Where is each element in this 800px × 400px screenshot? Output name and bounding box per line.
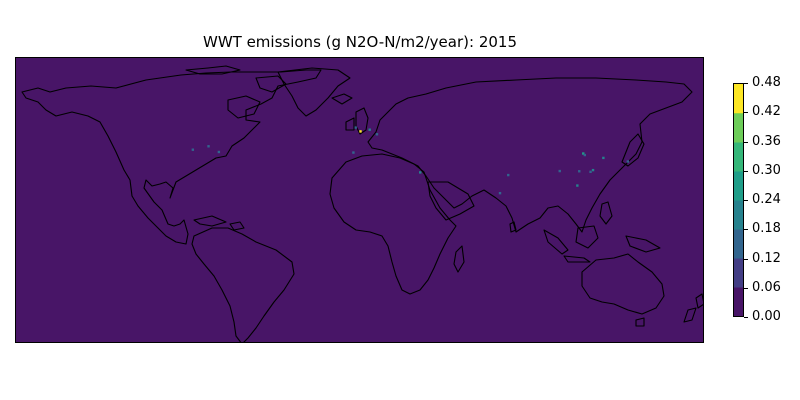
coastline-australia [581, 253, 665, 315]
coastline-philippines [599, 201, 613, 225]
colorbar-band [734, 142, 743, 172]
colorbar-tick-label: 0.48 [752, 75, 781, 90]
coastline-south-america [191, 227, 295, 342]
colorbar-tick-mark [744, 83, 748, 84]
emission-hotspot [582, 152, 585, 155]
coastline-hudson-bay [227, 95, 261, 119]
coastline-borneo [575, 225, 599, 249]
emission-hotspot [558, 169, 561, 173]
map-panel[interactable] [15, 57, 704, 343]
map-title: WWT emissions (g N2O-N/m2/year): 2015 [202, 33, 517, 51]
colorbar-tick-mark [744, 141, 748, 143]
emission-hotspot [352, 151, 355, 154]
coastline-great-britain [355, 107, 369, 135]
emission-hotspot [354, 126, 357, 129]
colorbar-band [734, 171, 743, 201]
colorbar-tick-label: 0.42 [752, 104, 781, 120]
coastline-madagascar [453, 245, 465, 273]
colorbar-tick-label: 0.30 [752, 162, 781, 178]
emission-hotspot [375, 133, 379, 136]
colorbar-band [734, 287, 743, 316]
emission-hotspot [626, 160, 630, 163]
coastline-cuba [193, 215, 227, 227]
coastline-eurasia [367, 77, 693, 233]
colorbar-tick-label: 0.12 [752, 250, 781, 266]
colorbar-tick-label: 0.00 [752, 309, 781, 324]
coastline-africa [329, 153, 457, 295]
coastline-java [563, 255, 591, 263]
colorbar-tick-mark [744, 200, 748, 201]
emission-hotspot [191, 148, 195, 151]
emission-hotspot [602, 156, 605, 160]
emission-hotspot [368, 128, 371, 131]
emission-hotspot [498, 191, 502, 195]
coastline-iceland [331, 93, 353, 105]
coastlines [21, 65, 703, 342]
colorbar-band [734, 200, 743, 230]
colorbar-tick-label: 0.06 [752, 279, 781, 295]
colorbar-band [734, 113, 743, 143]
colorbar [733, 83, 744, 317]
coastline-north-america [21, 69, 322, 245]
colorbar-tick-label: 0.36 [752, 133, 781, 149]
colorbar-tick-label: 0.18 [752, 221, 781, 237]
colorbar-ticks: 0.00 0.06 0.12 0.18 0.24 0.30 0.36 0.42 0.48 [744, 75, 800, 324]
coastline-japan [621, 133, 645, 167]
colorbar-tick-mark [744, 170, 748, 172]
coastline-new-zealand-north [695, 293, 703, 309]
colorbar-tick-mark [744, 229, 748, 231]
coastline-ireland [345, 117, 355, 131]
coastline-new-zealand-south [683, 307, 697, 323]
coastline-baffin [255, 75, 287, 93]
coastline-new-guinea [625, 235, 661, 253]
emission-hotspot [207, 145, 210, 148]
coastline-arabia [427, 181, 475, 221]
coastline-sri-lanka [509, 221, 517, 233]
colorbar-band [734, 229, 743, 259]
emission-hotspot [419, 171, 422, 174]
colorbar-tick-mark [744, 317, 748, 318]
coastline-arctic-islands [185, 65, 241, 75]
colorbar-gradient [734, 84, 743, 316]
emission-hotspot [583, 153, 587, 157]
colorbar-band [734, 258, 743, 288]
colorbar-tick-mark [744, 112, 748, 114]
coastline-sumatra [543, 229, 569, 255]
coastline-tasmania [635, 317, 645, 327]
emission-hotspot [591, 168, 595, 172]
emission-hotspots [191, 126, 630, 195]
colorbar-band-max [734, 84, 743, 113]
emission-hotspot [576, 184, 579, 187]
colorbar-tick-mark [744, 258, 748, 260]
emission-hotspot [589, 170, 592, 174]
coastline-greenland [277, 67, 351, 117]
world-map [21, 65, 703, 342]
emission-hotspot [578, 170, 581, 173]
emission-hotspot [359, 130, 362, 133]
colorbar-tick-label: 0.24 [752, 192, 781, 207]
colorbar-tick-mark [744, 287, 748, 289]
coastline-hispaniola [229, 221, 245, 231]
emission-hotspot [507, 173, 510, 177]
emission-hotspot [217, 150, 221, 154]
